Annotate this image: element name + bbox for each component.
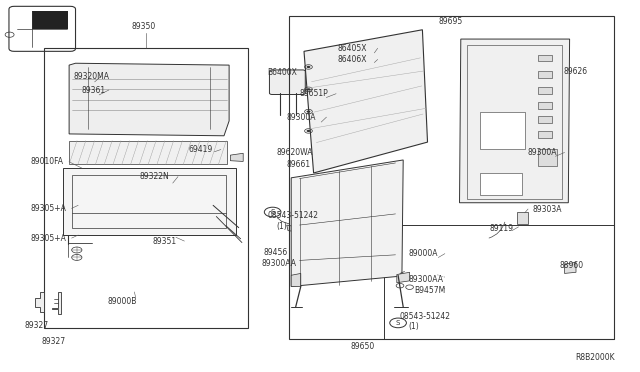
Text: 08543-51242: 08543-51242 [268, 211, 319, 220]
Text: 89327: 89327 [42, 337, 66, 346]
Text: B9457M: B9457M [415, 286, 446, 295]
Polygon shape [517, 212, 528, 224]
Text: S: S [396, 320, 400, 326]
Text: 89303A: 89303A [532, 205, 562, 214]
Text: 89320MA: 89320MA [74, 72, 109, 81]
Bar [538, 87, 552, 94]
Bar [467, 45, 562, 199]
Bar [72, 175, 226, 228]
Text: 89350: 89350 [131, 22, 156, 31]
Text: R8B2000K: R8B2000K [575, 353, 614, 362]
Bar [63, 168, 236, 235]
Text: 89119: 89119 [490, 224, 514, 233]
Text: 89351: 89351 [152, 237, 177, 246]
FancyBboxPatch shape [9, 6, 76, 51]
Bar [538, 131, 552, 138]
Polygon shape [230, 153, 243, 161]
Polygon shape [35, 292, 44, 312]
Text: 86405X: 86405X [338, 44, 367, 53]
Text: 89695: 89695 [438, 17, 463, 26]
Polygon shape [460, 39, 570, 203]
Text: 89305+A: 89305+A [31, 234, 67, 243]
FancyBboxPatch shape [269, 70, 305, 94]
Circle shape [307, 66, 310, 68]
Text: B6400X: B6400X [268, 68, 298, 77]
Text: 69419: 69419 [189, 145, 213, 154]
Text: (1): (1) [408, 322, 419, 331]
Polygon shape [291, 273, 301, 286]
Text: 89651P: 89651P [300, 89, 328, 98]
Polygon shape [397, 272, 410, 283]
Bar [538, 149, 557, 166]
Bar [538, 116, 552, 123]
Text: 89361: 89361 [82, 86, 106, 94]
Polygon shape [69, 63, 229, 136]
Text: 89456: 89456 [264, 248, 288, 257]
Text: 89300AA: 89300AA [261, 259, 296, 268]
Circle shape [307, 110, 310, 113]
Text: 89322N: 89322N [140, 172, 169, 181]
Text: (1): (1) [276, 222, 287, 231]
Text: 89650: 89650 [351, 342, 375, 351]
Text: 89000A: 89000A [408, 249, 438, 258]
Polygon shape [564, 262, 576, 273]
Text: 89300A: 89300A [287, 113, 316, 122]
Text: 89305+A: 89305+A [31, 204, 67, 213]
Text: 89327: 89327 [24, 321, 49, 330]
Text: 86406X: 86406X [338, 55, 367, 64]
Text: S: S [271, 209, 275, 215]
Polygon shape [32, 11, 68, 29]
Circle shape [307, 88, 310, 90]
Bar [384, 225, 614, 339]
Text: 89300A: 89300A [528, 148, 557, 157]
Text: 08543-51242: 08543-51242 [400, 312, 451, 321]
Polygon shape [291, 160, 403, 286]
Polygon shape [52, 292, 61, 314]
Text: 89620WA: 89620WA [276, 148, 313, 157]
Text: 89626: 89626 [563, 67, 588, 76]
Text: 89300AA: 89300AA [408, 275, 444, 284]
Polygon shape [287, 225, 302, 232]
Bar [480, 112, 525, 149]
Text: 89000B: 89000B [108, 297, 137, 306]
Text: 89010FA: 89010FA [31, 157, 64, 166]
Text: 89661: 89661 [287, 160, 311, 169]
Bar [480, 173, 522, 195]
Bar [538, 102, 552, 109]
Bar [44, 48, 248, 328]
Polygon shape [304, 30, 428, 173]
Bar [538, 71, 552, 78]
Bar [538, 55, 552, 61]
Bar [289, 16, 614, 339]
Text: 88960: 88960 [560, 262, 584, 270]
Bar [69, 141, 227, 164]
Circle shape [307, 130, 310, 132]
